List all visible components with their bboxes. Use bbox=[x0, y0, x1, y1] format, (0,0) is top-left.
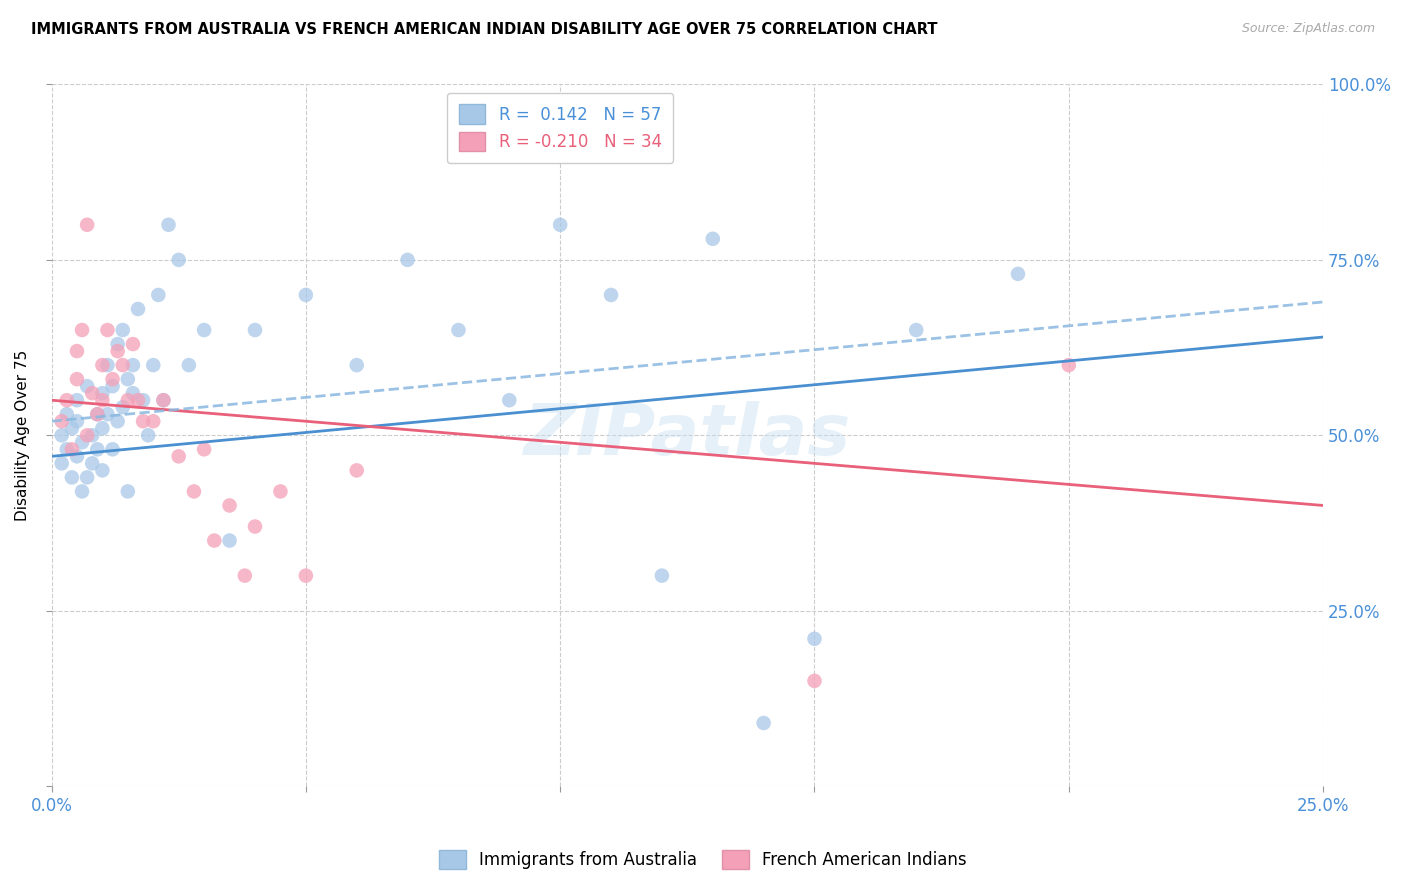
Point bbox=[157, 218, 180, 232]
Point bbox=[91, 358, 114, 372]
Point bbox=[233, 568, 256, 582]
Point bbox=[111, 401, 134, 415]
Point bbox=[498, 393, 520, 408]
Point bbox=[127, 301, 149, 316]
Point bbox=[111, 358, 134, 372]
Point bbox=[70, 484, 93, 499]
Point bbox=[142, 358, 165, 372]
Point bbox=[346, 358, 368, 372]
Point bbox=[82, 386, 104, 401]
Point bbox=[905, 323, 928, 337]
Point bbox=[107, 337, 129, 351]
Point bbox=[193, 323, 215, 337]
Point bbox=[56, 442, 79, 457]
Point bbox=[218, 533, 240, 548]
Point bbox=[122, 358, 145, 372]
Point bbox=[752, 716, 775, 731]
Point bbox=[803, 632, 825, 646]
Point bbox=[142, 414, 165, 428]
Point bbox=[91, 463, 114, 477]
Point bbox=[148, 288, 170, 302]
Point bbox=[651, 568, 673, 582]
Legend: R =  0.142   N = 57, R = -0.210   N = 34: R = 0.142 N = 57, R = -0.210 N = 34 bbox=[447, 93, 673, 163]
Legend: Immigrants from Australia, French American Indians: Immigrants from Australia, French Americ… bbox=[429, 840, 977, 880]
Point bbox=[76, 218, 98, 232]
Point bbox=[70, 435, 93, 450]
Point bbox=[91, 393, 114, 408]
Point bbox=[101, 442, 124, 457]
Point bbox=[177, 358, 200, 372]
Point bbox=[117, 484, 139, 499]
Text: IMMIGRANTS FROM AUSTRALIA VS FRENCH AMERICAN INDIAN DISABILITY AGE OVER 75 CORRE: IMMIGRANTS FROM AUSTRALIA VS FRENCH AMER… bbox=[31, 22, 938, 37]
Point bbox=[243, 519, 266, 533]
Point bbox=[66, 372, 89, 386]
Point bbox=[548, 218, 571, 232]
Point bbox=[91, 421, 114, 435]
Point bbox=[600, 288, 623, 302]
Point bbox=[111, 323, 134, 337]
Point bbox=[86, 407, 108, 421]
Y-axis label: Disability Age Over 75: Disability Age Over 75 bbox=[15, 350, 30, 521]
Point bbox=[76, 470, 98, 484]
Text: Source: ZipAtlas.com: Source: ZipAtlas.com bbox=[1241, 22, 1375, 36]
Point bbox=[447, 323, 470, 337]
Point bbox=[396, 252, 419, 267]
Point bbox=[702, 232, 724, 246]
Point bbox=[117, 393, 139, 408]
Point bbox=[167, 252, 190, 267]
Point bbox=[51, 456, 73, 470]
Point bbox=[66, 414, 89, 428]
Point bbox=[86, 407, 108, 421]
Point bbox=[56, 393, 79, 408]
Point bbox=[346, 463, 368, 477]
Point bbox=[66, 393, 89, 408]
Point bbox=[76, 428, 98, 442]
Point bbox=[101, 379, 124, 393]
Point bbox=[132, 393, 155, 408]
Point bbox=[1007, 267, 1029, 281]
Point bbox=[193, 442, 215, 457]
Point bbox=[132, 414, 155, 428]
Point bbox=[269, 484, 291, 499]
Point bbox=[136, 428, 159, 442]
Point bbox=[243, 323, 266, 337]
Point bbox=[96, 407, 118, 421]
Point bbox=[60, 421, 83, 435]
Point bbox=[66, 344, 89, 359]
Point bbox=[1057, 358, 1080, 372]
Text: ZIPatlas: ZIPatlas bbox=[523, 401, 851, 470]
Point bbox=[101, 372, 124, 386]
Point bbox=[107, 414, 129, 428]
Point bbox=[86, 442, 108, 457]
Point bbox=[167, 450, 190, 464]
Point bbox=[96, 323, 118, 337]
Point bbox=[183, 484, 205, 499]
Point bbox=[803, 673, 825, 688]
Point bbox=[70, 323, 93, 337]
Point bbox=[82, 428, 104, 442]
Point bbox=[202, 533, 225, 548]
Point bbox=[51, 428, 73, 442]
Point bbox=[91, 386, 114, 401]
Point bbox=[76, 379, 98, 393]
Point bbox=[152, 393, 174, 408]
Point bbox=[82, 456, 104, 470]
Point bbox=[56, 407, 79, 421]
Point bbox=[152, 393, 174, 408]
Point bbox=[60, 442, 83, 457]
Point bbox=[295, 288, 318, 302]
Point bbox=[66, 450, 89, 464]
Point bbox=[295, 568, 318, 582]
Point bbox=[218, 499, 240, 513]
Point bbox=[127, 393, 149, 408]
Point bbox=[122, 337, 145, 351]
Point bbox=[60, 470, 83, 484]
Point bbox=[117, 372, 139, 386]
Point bbox=[51, 414, 73, 428]
Point bbox=[122, 386, 145, 401]
Point bbox=[107, 344, 129, 359]
Point bbox=[96, 358, 118, 372]
